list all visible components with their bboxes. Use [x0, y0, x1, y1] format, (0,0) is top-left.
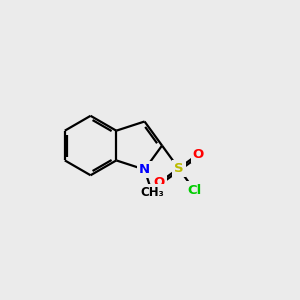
Text: Cl: Cl — [187, 184, 202, 196]
Text: O: O — [193, 148, 204, 160]
Text: S: S — [174, 162, 183, 175]
Text: N: N — [139, 163, 150, 176]
Text: CH₃: CH₃ — [140, 186, 164, 199]
Text: O: O — [153, 176, 164, 189]
